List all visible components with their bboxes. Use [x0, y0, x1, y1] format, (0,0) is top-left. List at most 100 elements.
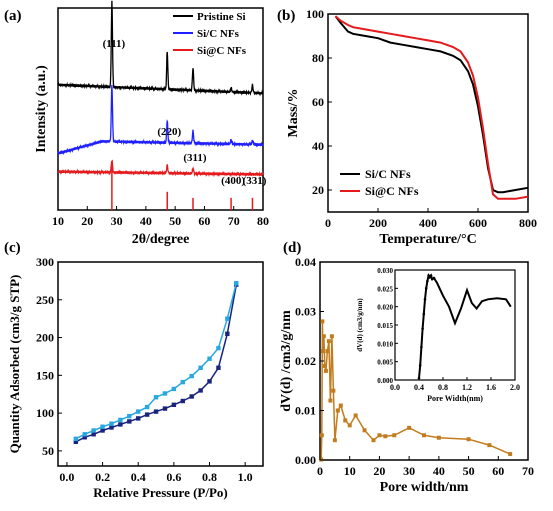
data-point: [189, 373, 194, 379]
peak-label: (111): [103, 38, 126, 50]
inset-y-tick-label: 0.010: [377, 340, 393, 348]
data-point: [331, 388, 336, 393]
x-tick-label: 10: [52, 214, 64, 228]
legend-label: Si/C NFs: [365, 167, 411, 181]
data-point: [347, 423, 352, 428]
inset-y-axis-label: dV(d) (cm3/g/nm): [356, 298, 364, 352]
x-tick-label: 0.0: [59, 470, 74, 484]
inset-x-tick-label: 1.6: [486, 383, 496, 392]
data-point: [321, 334, 326, 339]
series-line: [334, 15, 529, 200]
inset-x-tick-label: 2.0: [510, 383, 520, 392]
y-tick-label: 50: [42, 444, 54, 458]
data-point: [136, 416, 141, 421]
x-tick-label: 30: [403, 464, 415, 478]
peak-label: (400): [221, 175, 245, 187]
series-line: [75, 283, 238, 440]
x-tick-label: 600: [469, 216, 487, 230]
x-axis-label: Relative Pressure (P/Po): [93, 485, 228, 500]
x-tick-label: 60: [492, 464, 504, 478]
data-point: [362, 428, 367, 433]
x-tick-label: 70: [522, 464, 534, 478]
data-point: [162, 391, 168, 396]
x-tick-label: 200: [369, 216, 387, 230]
data-point: [180, 398, 185, 404]
peak-label: (220): [157, 126, 181, 138]
series-line: [57, 159, 264, 178]
inset-x-axis-label: Pore Width(nm): [427, 394, 483, 403]
y-tick-label: 0.03: [295, 305, 316, 319]
data-point: [392, 433, 397, 438]
panel-a: (a) (111) (220) (311) (400)(331) Pristine Si S…: [4, 0, 269, 247]
data-point: [335, 408, 340, 413]
data-point: [198, 365, 203, 370]
data-point: [407, 425, 412, 430]
data-point: [207, 379, 212, 384]
series-line: [334, 15, 529, 194]
panel-label: (d): [283, 240, 301, 256]
x-axis-label: Temperature/°C: [379, 232, 476, 247]
data-point: [136, 409, 141, 414]
y-tick-label: 0.04: [295, 255, 316, 269]
y-tick-label: 0.00: [295, 453, 316, 467]
data-point: [508, 452, 513, 457]
inset-point: [421, 327, 424, 330]
plot-frame: [327, 13, 529, 213]
data-point: [422, 433, 426, 438]
inset-y-tick-label: 0.025: [377, 285, 393, 293]
x-axis-label: 2θ/degree: [132, 232, 190, 247]
inset-point: [423, 298, 427, 301]
data-point: [328, 398, 333, 403]
y-tick-label: 250: [36, 293, 54, 307]
data-point: [171, 402, 177, 407]
panel-b: (b) 0 200 400 600 800 20 40 60 80 100 Si/C NFs Si@C …: [277, 7, 537, 247]
data-point: [180, 379, 185, 385]
x-axis-label: Pore width/nm: [380, 480, 469, 495]
data-point: [216, 345, 221, 351]
inset-y-tick-label: 0.000: [377, 377, 393, 385]
legend-label: Si/C NFs: [197, 28, 240, 40]
y-axis-label: dV(d) /cm3/g/nm: [279, 310, 294, 412]
data-point: [225, 331, 230, 336]
data-point: [320, 319, 325, 324]
inset-x-tick-label: 1.2: [462, 383, 472, 392]
inset-y-tick-label: 0.005: [377, 359, 393, 367]
y-tick-label: 0.02: [295, 354, 316, 368]
y-tick-label: 100: [306, 7, 324, 21]
inset-x-tick-label: 0.0: [390, 383, 400, 392]
panel-label: (a): [4, 8, 22, 24]
x-tick-label: 800: [519, 216, 537, 230]
data-point: [127, 413, 132, 419]
inset-point: [418, 364, 422, 367]
inset-point: [428, 276, 432, 279]
data-point: [144, 412, 150, 417]
y-tick-label: 80: [312, 51, 324, 65]
x-tick-label: 50: [169, 214, 181, 228]
inset-x-tick-label: 0.4: [414, 383, 424, 392]
panel-c: (c) 0.0 0.2 0.4 0.6 0.8 1.0 50 100 150 200 250 300 Re…: [4, 240, 264, 500]
data-point: [319, 433, 324, 438]
inset-point: [427, 274, 430, 277]
x-tick-label: 0.2: [95, 470, 110, 484]
inset-point: [424, 287, 428, 290]
y-tick-label: 20: [312, 183, 324, 197]
x-tick-label: 20: [373, 464, 385, 478]
inset-point: [422, 312, 426, 316]
data-point: [377, 433, 382, 438]
data-point: [323, 368, 328, 373]
data-point: [383, 434, 388, 439]
y-tick-label: 40: [312, 139, 324, 153]
data-point: [73, 439, 79, 445]
plot-frame: [57, 7, 264, 211]
x-tick-label: 0.8: [202, 470, 217, 484]
x-tick-label: 60: [198, 214, 210, 228]
series-line: [57, 84, 264, 157]
data-point: [225, 316, 230, 321]
data-point: [353, 413, 358, 418]
inset-y-tick-label: 0.030: [377, 267, 393, 275]
data-point: [109, 425, 114, 430]
x-tick-label: 40: [140, 214, 152, 228]
data-point: [127, 419, 132, 424]
data-point: [153, 395, 159, 400]
y-tick-label: 60: [312, 95, 324, 109]
